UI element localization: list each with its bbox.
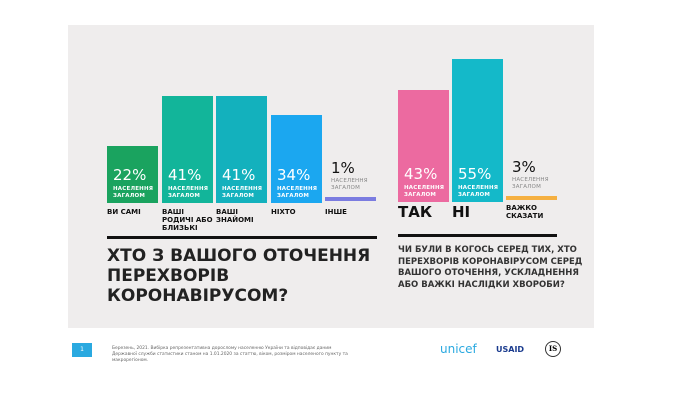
bar-1 [398,90,449,202]
divider-left [107,236,377,239]
data-label: 55% [458,165,492,183]
is-logo: IS [545,341,561,357]
data-label: 43% [404,165,438,183]
category-label: ІНШЕ [325,208,347,216]
category-label: ВАШІ ЗНАЙОМІ [216,208,254,224]
divider-right [398,234,557,237]
bar-label: 55% НАСЕЛЕННЯ ЗАГАЛОМ [452,157,503,198]
usaid-logo: USAID [496,345,525,354]
category-label: ТАК [398,203,433,221]
page-number: 1 [72,343,92,357]
bar-label: 3% НАСЕЛЕННЯ ЗАГАЛОМ [506,157,557,197]
value-note: НАСЕЛЕННЯ ЗАГАЛОМ [277,186,318,199]
bar-5 [325,197,376,201]
data-label: 1% [331,159,355,177]
value-note: НАСЕЛЕННЯ ЗАГАЛОМ [168,186,209,199]
category-label: НІХТО [271,208,296,216]
bar-label: 1% НАСЕЛЕННЯ ЗАГАЛОМ [325,158,376,198]
value-note: НАСЕЛЕННЯ ЗАГАЛОМ [404,185,445,198]
chart-title-left: ХТО З ВАШОГО ОТОЧЕННЯ ПЕРЕХВОРІВ КОРОНАВ… [107,246,371,306]
value-note: НАСЕЛЕННЯ ЗАГАЛОМ [512,177,549,190]
chart-title-right: ЧИ БУЛИ В КОГОСЬ СЕРЕД ТИХ, ХТО ПЕРЕХВОР… [398,245,583,290]
bar-3 [216,96,267,203]
data-label: 41% [168,166,202,184]
bar-label: 41% НАСЕЛЕННЯ ЗАГАЛОМ [216,158,267,199]
bar-1 [107,145,158,203]
bar-label: 22% НАСЕЛЕННЯ ЗАГАЛОМ [107,158,158,199]
bar-label: 41% НАСЕЛЕННЯ ЗАГАЛОМ [162,158,213,199]
category-label: ВИ САМІ [107,208,141,216]
unicef-logo: unicef [440,342,477,356]
bar-2 [452,59,503,202]
bar-4 [271,114,322,203]
bar-label: 43% НАСЕЛЕННЯ ЗАГАЛОМ [398,157,449,198]
data-label: 34% [277,166,311,184]
category-label: НІ [452,203,471,221]
value-note: НАСЕЛЕННЯ ЗАГАЛОМ [113,186,154,199]
footnote: Березень, 2021. Вибірка репрезентативна … [112,346,348,363]
category-label: ВАШІ РОДИЧІ АБО БЛИЗЬКІ [162,208,213,232]
value-note: НАСЕЛЕННЯ ЗАГАЛОМ [222,186,263,199]
data-label: 41% [222,166,256,184]
bar-3 [506,196,557,200]
value-note: НАСЕЛЕННЯ ЗАГАЛОМ [458,185,499,198]
value-note: НАСЕЛЕННЯ ЗАГАЛОМ [331,178,368,191]
bar-label: 34% НАСЕЛЕННЯ ЗАГАЛОМ [271,158,322,199]
category-label: ВАЖКО СКАЗАТИ [506,204,544,220]
data-label: 22% [113,166,147,184]
bar-2 [162,96,213,203]
data-label: 3% [512,158,536,176]
